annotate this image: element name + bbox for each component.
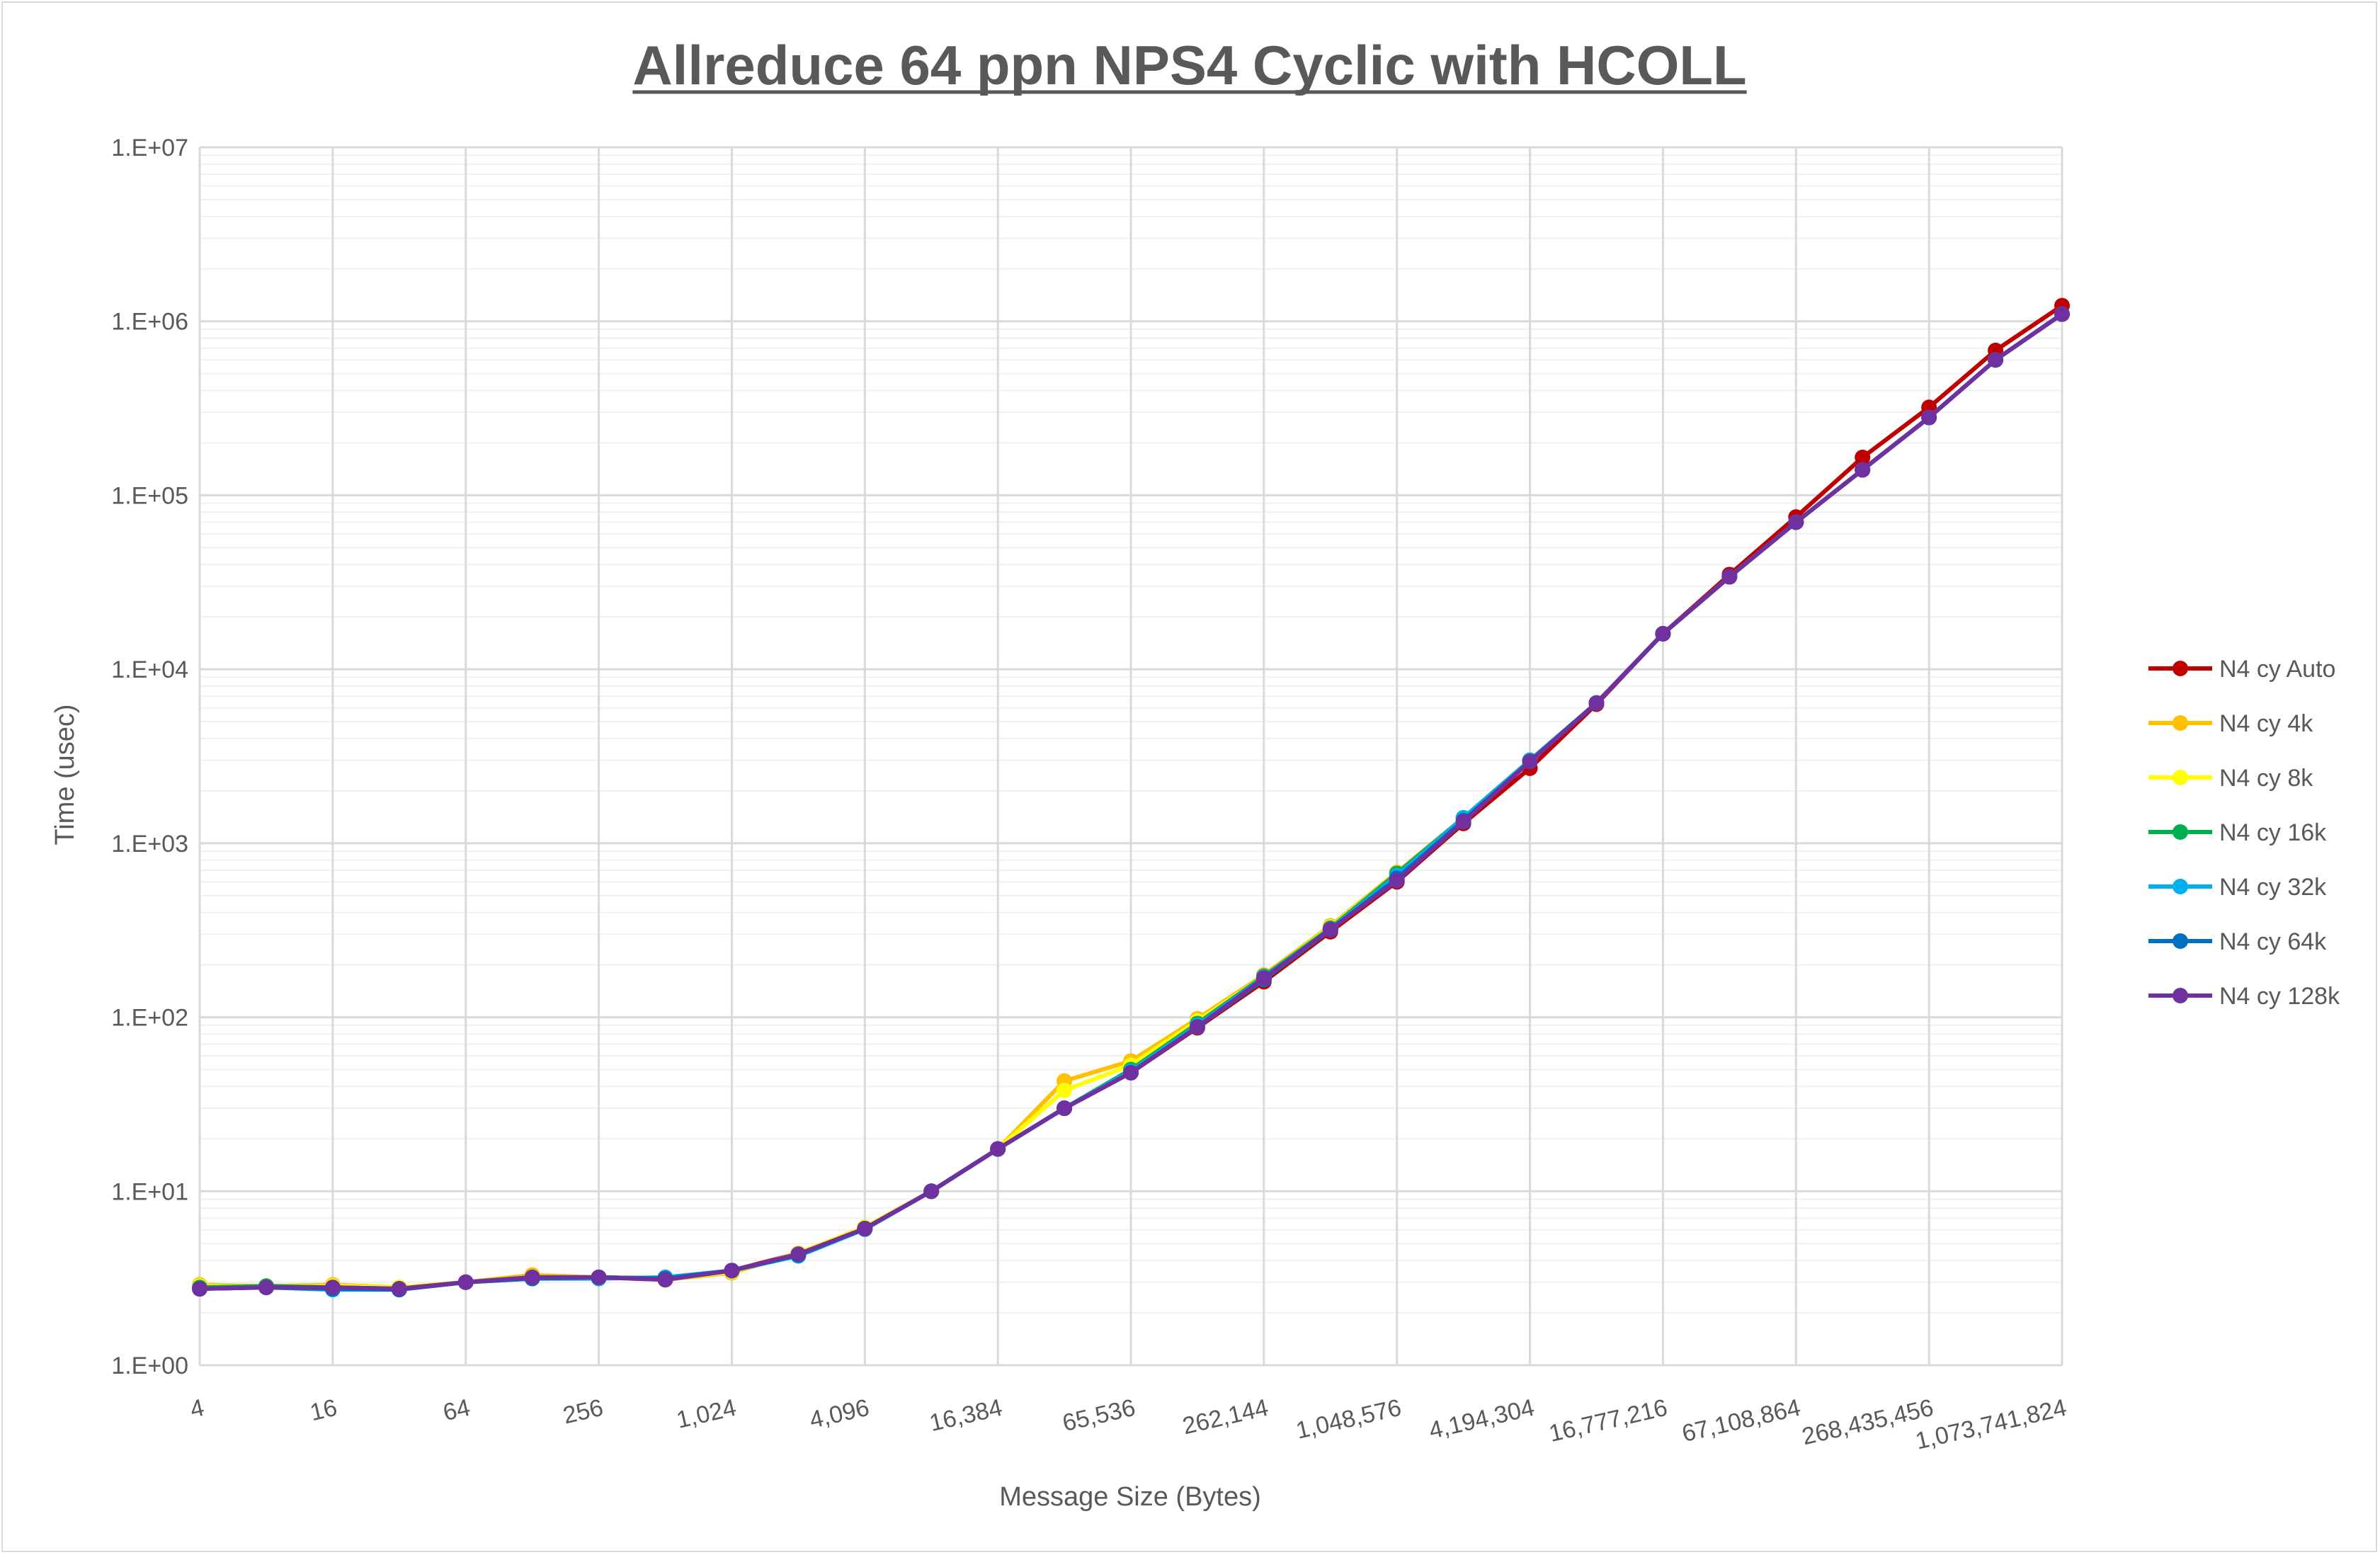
y-tick-label: 1.E+06 [111,309,188,336]
data-point [1988,352,2004,368]
y-tick-label: 1.E+03 [111,831,188,858]
y-tick-label: 1.E+01 [111,1178,188,1205]
data-point [258,1280,274,1296]
x-tick-label: 1,048,576 [1294,1394,1404,1445]
data-point [1655,625,1671,642]
data-point [1855,462,1871,478]
x-tick-label: 16,384 [927,1394,1005,1437]
chart-title: Allreduce 64 ppn NPS4 Cyclic with HCOLL [632,34,1746,96]
data-point [1057,1100,1073,1117]
x-tick-label: 1,024 [674,1394,739,1434]
legend-swatch-marker [2173,879,2188,894]
x-tick-label: 64 [440,1394,472,1427]
axes: 1.E+00 1.E+01 1.E+02 1.E+03 1.E+04 1.E+05 1.E+… [111,135,2069,1455]
legend-swatch-marker [2173,824,2188,840]
data-point [324,1280,341,1296]
y-axis-title: Time (usec) [50,704,80,845]
data-point [1322,921,1338,938]
y-tick-label: 1.E+04 [111,656,188,683]
data-point [1588,695,1605,711]
data-point [1389,872,1405,889]
data-point [724,1263,740,1279]
x-tick-label: 67,108,864 [1680,1394,1803,1447]
data-point [1455,814,1471,830]
legend-item: N4 cy 8k [2148,765,2313,792]
data-point [1788,514,1804,530]
legend-swatch-marker [2173,988,2188,1003]
grid [198,146,2063,1367]
legend-label: N4 cy 4k [2219,710,2313,737]
x-tick-label: 256 [561,1394,606,1430]
series-layer [192,297,2070,1298]
data-point [923,1183,940,1200]
data-point [657,1272,673,1288]
series-n4-cy-128k [192,306,2070,1297]
x-tick-label: 65,536 [1060,1394,1138,1437]
data-point [1256,970,1272,986]
data-point [857,1221,873,1237]
legend-item: N4 cy 32k [2148,874,2327,901]
chart-svg: Allreduce 64 ppn NPS4 Cyclic with HCOLL … [50,34,2340,1512]
data-point [1189,1019,1205,1035]
data-point [1057,1082,1073,1098]
legend-item: N4 cy 16k [2148,819,2327,846]
data-point [192,1281,207,1297]
legend-label: N4 cy Auto [2219,656,2335,683]
legend-item: N4 cy 4k [2148,710,2313,737]
data-point [990,1141,1006,1157]
x-tick-label: 1,073,741,824 [1913,1394,2068,1455]
x-axis-title: Message Size (Bytes) [999,1482,1261,1512]
x-tick-label: 262,144 [1180,1394,1270,1440]
data-point [1522,753,1538,770]
legend-swatch-marker [2173,715,2188,731]
data-point [790,1246,807,1263]
x-tick-label: 16 [307,1394,339,1427]
legend: N4 cy Auto N4 cy 4k N4 cy 8k N4 cy 16k N4 cy… [2148,656,2340,1010]
x-tick-label: 4,194,304 [1426,1394,1537,1445]
data-point [1721,569,1738,585]
legend-label: N4 cy 8k [2219,765,2313,792]
legend-swatch-marker [2173,933,2188,949]
data-point [391,1281,407,1297]
data-point [1855,449,1871,465]
y-tick-label: 1.E+02 [111,1005,188,1032]
data-point [2054,306,2070,322]
legend-item: N4 cy Auto [2148,656,2335,683]
x-tick-label: 4 [188,1394,207,1423]
legend-item: N4 cy 128k [2148,983,2340,1010]
legend-swatch-marker [2173,770,2188,785]
legend-item: N4 cy 64k [2148,928,2327,955]
x-tick-label: 4,096 [807,1394,872,1434]
data-point [1123,1064,1139,1081]
legend-label: N4 cy 128k [2219,983,2340,1010]
data-point [1921,409,1937,426]
data-point [457,1274,474,1290]
x-tick-label: 16,777,216 [1547,1394,1670,1447]
legend-label: N4 cy 16k [2219,819,2327,846]
y-tick-label: 1.E+00 [111,1352,188,1379]
legend-label: N4 cy 64k [2219,928,2327,955]
legend-label: N4 cy 32k [2219,874,2327,901]
y-tick-label: 1.E+07 [111,135,188,161]
y-tick-label: 1.E+05 [111,482,188,509]
data-point [524,1269,540,1285]
legend-swatch-marker [2173,661,2188,676]
data-point [591,1269,607,1285]
